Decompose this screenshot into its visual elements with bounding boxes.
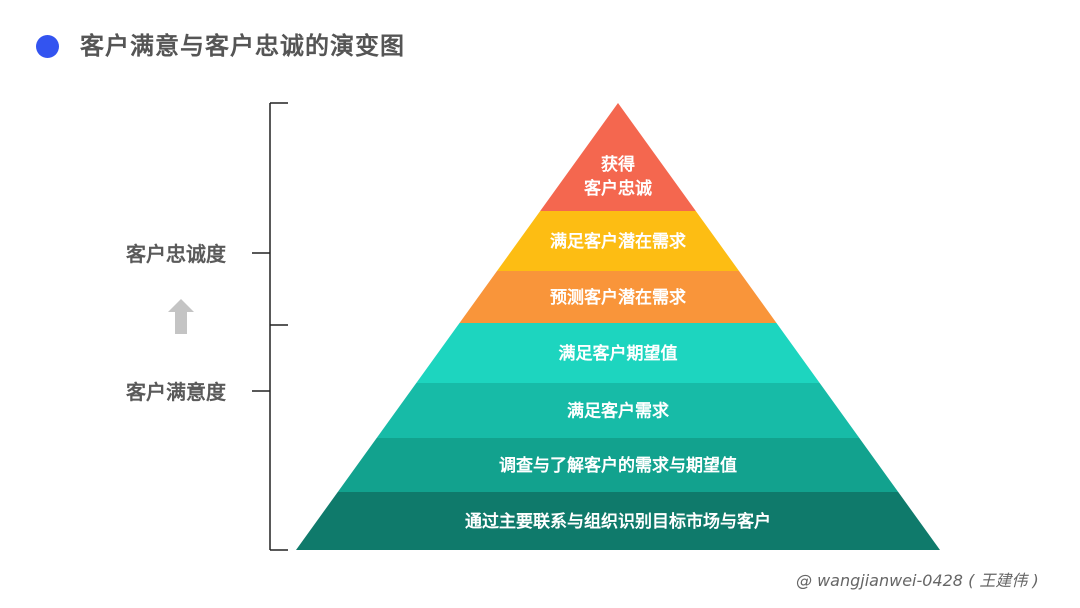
author-credit: @ wangjianwei-0428 ( 王建伟 ) <box>796 571 1039 590</box>
pyramid-level-4 <box>416 323 820 383</box>
bracket <box>252 102 288 551</box>
pyramid-level-7 <box>296 492 940 550</box>
pyramid-level-label: 预测客户潜在需求 <box>550 287 686 308</box>
page-title: 客户满意与客户忠诚的演变图 <box>80 32 405 60</box>
satisfaction-label: 客户满意度 <box>126 380 226 404</box>
pyramid-level-label: 满足客户期望值 <box>559 343 678 364</box>
pyramid-level-label: 客户忠诚 <box>583 178 652 199</box>
pyramid-level-label: 满足客户潜在需求 <box>550 231 686 252</box>
loyalty-label: 客户忠诚度 <box>126 242 226 266</box>
pyramid-level-label: 获得 <box>601 154 635 175</box>
pyramid-level-5 <box>376 383 860 438</box>
pyramid-level-2 <box>496 211 740 271</box>
arrow-up-icon <box>168 299 194 334</box>
pyramid-level-label: 通过主要联系与组织识别目标市场与客户 <box>465 511 771 532</box>
title-bullet-icon <box>36 35 59 58</box>
pyramid-level-1 <box>540 103 696 211</box>
pyramid-level-label: 调查与了解客户的需求与期望值 <box>499 455 737 476</box>
pyramid-level-6 <box>337 438 899 492</box>
pyramid-level-3 <box>459 271 777 323</box>
pyramid-level-label: 满足客户需求 <box>567 401 669 422</box>
